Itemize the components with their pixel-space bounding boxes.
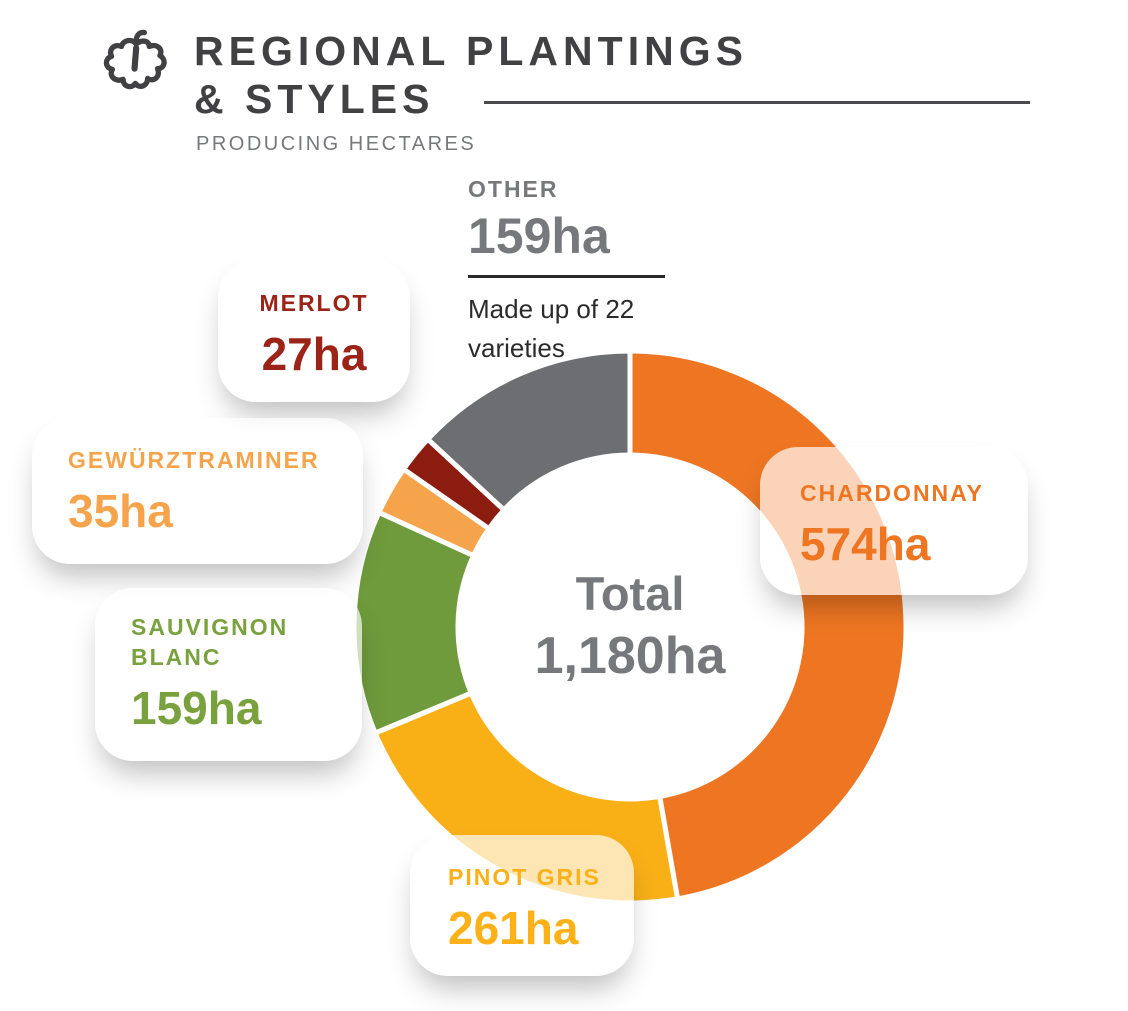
callout-title: SAUVIGNON BLANC bbox=[131, 613, 338, 673]
vine-leaf-icon bbox=[103, 29, 167, 90]
callout-card-pinot-gris: PINOT GRIS 261ha bbox=[410, 835, 634, 976]
slice-other bbox=[424, 348, 633, 514]
callout-value: 35ha bbox=[68, 484, 173, 537]
callout-title: MERLOT bbox=[259, 290, 369, 316]
callout-card-merlot: MERLOT 27ha bbox=[218, 259, 410, 402]
callout-card-sauvignon-blanc: SAUVIGNON BLANC 159ha bbox=[95, 588, 362, 761]
callout-value: 27ha bbox=[261, 327, 367, 380]
page-subtitle: PRODUCING HECTARES bbox=[196, 133, 477, 155]
callout-card-gewurztraminer: GEWÜRZTRAMINER 35ha bbox=[32, 418, 363, 564]
other-note: Made up of 22 varieties bbox=[468, 290, 698, 368]
total-value: 1,180ha bbox=[534, 626, 726, 685]
page-title-line1: REGIONAL PLANTINGS bbox=[194, 28, 748, 74]
callout-value: 159ha bbox=[131, 681, 262, 734]
other-note-line2: varieties bbox=[468, 333, 565, 363]
page-title: REGIONAL PLANTINGS & STYLES bbox=[194, 28, 748, 124]
other-value: 159ha bbox=[468, 208, 610, 264]
page-title-line2: & STYLES bbox=[194, 75, 435, 122]
callout-title: GEWÜRZTRAMINER bbox=[68, 447, 320, 473]
callout-title: PINOT GRIS bbox=[448, 864, 601, 890]
callout-other: OTHER 159ha Made up of 22 varieties bbox=[468, 176, 698, 368]
callout-card-chardonnay: CHARDONNAY 574ha bbox=[760, 447, 1028, 595]
total-label: Total bbox=[575, 567, 685, 621]
callout-value: 574ha bbox=[800, 517, 931, 570]
callout-title-line1: SAUVIGNON bbox=[131, 614, 289, 640]
callout-value: 261ha bbox=[448, 901, 579, 954]
callout-title: CHARDONNAY bbox=[800, 480, 984, 506]
other-label: OTHER bbox=[468, 176, 559, 202]
other-underline bbox=[468, 275, 665, 278]
title-rule bbox=[484, 101, 1030, 104]
donut-center-total: Total 1,180ha bbox=[535, 565, 726, 689]
callout-title-line2: BLANC bbox=[131, 643, 222, 670]
other-note-line1: Made up of 22 bbox=[468, 294, 635, 324]
